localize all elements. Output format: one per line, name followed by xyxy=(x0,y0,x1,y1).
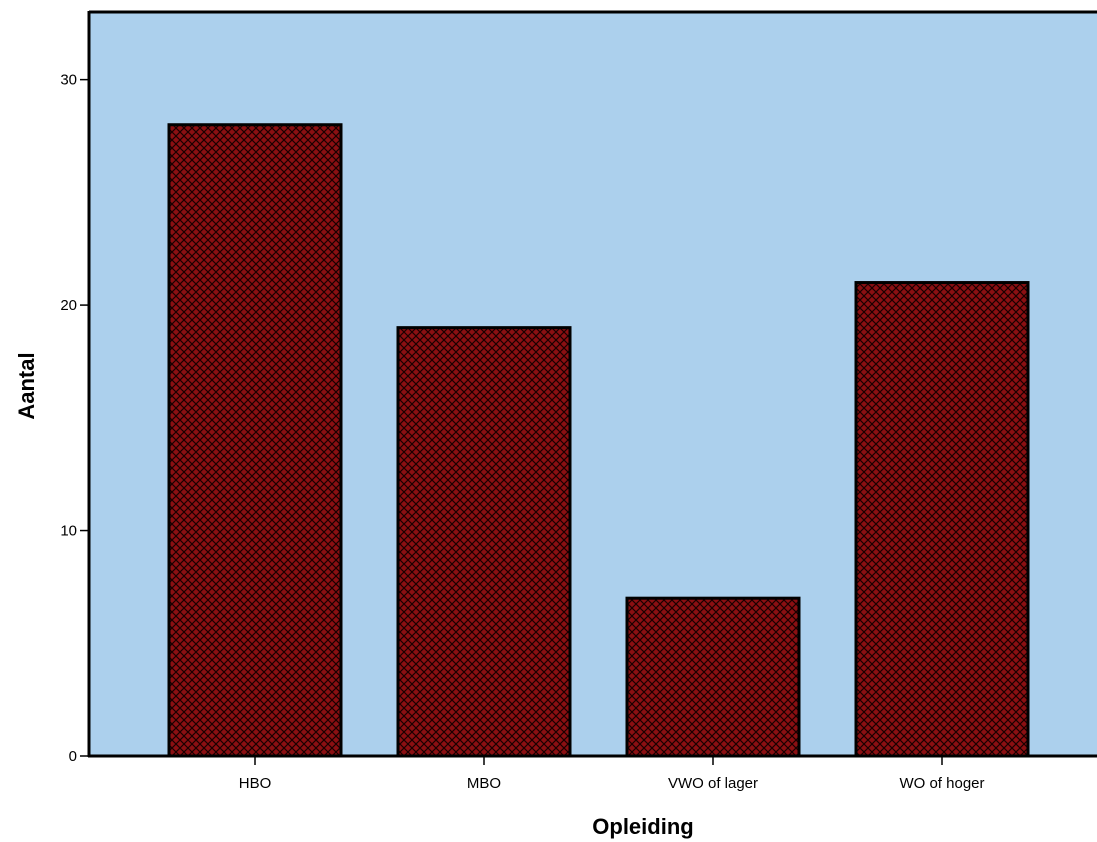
x-tick-label: WO of hoger xyxy=(899,775,984,792)
y-tick-label: 20 xyxy=(60,297,77,314)
y-tick-label: 0 xyxy=(69,748,77,765)
y-tick-label: 10 xyxy=(60,523,77,540)
bar-vwo-of-lager xyxy=(625,596,801,758)
x-axis-title: Opleiding xyxy=(592,814,693,839)
bar-hbo xyxy=(167,123,343,758)
x-tick-label: MBO xyxy=(467,775,501,792)
bars-group xyxy=(167,123,1030,758)
x-tick-label: VWO of lager xyxy=(668,775,758,792)
x-tick-label: HBO xyxy=(239,775,272,792)
bar-mbo xyxy=(396,326,572,758)
y-tick-label: 30 xyxy=(60,72,77,89)
bar-wo-of-hoger xyxy=(854,281,1030,758)
x-ticks-group: HBO MBO VWO of lager WO of hoger xyxy=(239,756,985,792)
y-ticks-group: 0 10 20 30 xyxy=(60,72,89,765)
y-axis-title: Aantal xyxy=(14,352,39,419)
